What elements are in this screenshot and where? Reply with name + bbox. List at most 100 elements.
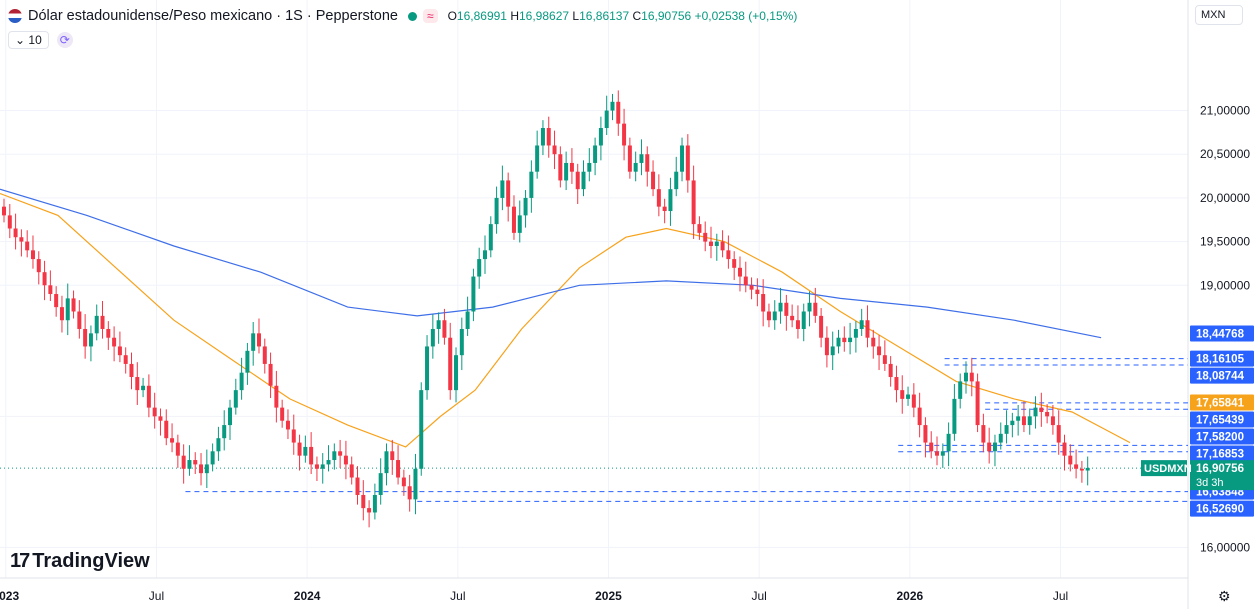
candle-body [175, 442, 180, 456]
candle-body [720, 241, 725, 251]
level-tag-label: 17,65841 [1196, 398, 1245, 410]
candle-body [987, 442, 992, 452]
candle-body [923, 425, 928, 443]
candle-body [511, 206, 516, 233]
candle-body [830, 346, 835, 356]
symbol-badge-label: USDMXN [1144, 463, 1192, 475]
candle-body [836, 337, 841, 347]
candle-body [958, 381, 963, 399]
close-label: C [632, 9, 642, 23]
candle-body [824, 337, 829, 356]
candle-body [935, 451, 940, 456]
settings-gear-icon[interactable]: ⚙ [1218, 588, 1231, 604]
moving-average-fast-line [0, 192, 1131, 448]
indicator-toggle[interactable]: ⌄ 10 [8, 31, 49, 49]
refresh-icon[interactable]: ⟳ [56, 32, 73, 48]
candle-body [228, 407, 233, 426]
candle-body [1062, 442, 1067, 456]
candle-body [419, 390, 424, 469]
open-value: 16,86991 [456, 9, 507, 23]
candle-body [593, 145, 598, 163]
candle-body [488, 224, 493, 251]
high-label: H [510, 9, 519, 23]
candle-body [355, 477, 360, 495]
candle-body [390, 451, 395, 461]
time-tick-label: 2025 [595, 589, 622, 603]
level-tag [1190, 445, 1254, 462]
change-value: +0,02538 (+0,15%) [694, 9, 798, 23]
candle-body [604, 110, 609, 129]
candle-body [100, 315, 105, 329]
candle-body [436, 320, 441, 329]
candle-body [256, 333, 261, 347]
candle-body [187, 460, 192, 469]
candle-body [952, 398, 957, 434]
candle-body [117, 346, 122, 356]
moving-average-slow-line [0, 188, 1102, 339]
candle-body [1056, 425, 1061, 443]
candle-body [239, 372, 244, 391]
candle-body [540, 128, 545, 146]
candle-body [274, 385, 279, 408]
wave-icon[interactable]: ≈ [422, 9, 438, 23]
high-value: 16,98627 [519, 9, 570, 23]
candle-body [616, 101, 621, 124]
candle-body [94, 315, 99, 334]
candle-body [442, 320, 447, 338]
candle-body [401, 477, 406, 487]
candle-body [732, 259, 737, 268]
candle-body [1050, 416, 1055, 426]
low-value: 16,86137 [579, 9, 630, 23]
time-tick-label: 2026 [896, 589, 923, 603]
candle-body [378, 473, 383, 495]
candle-body [680, 145, 685, 172]
candle-body [372, 494, 377, 513]
candle-body [674, 171, 679, 190]
moving-averages [0, 188, 1131, 448]
price-tick-label: 19,00000 [1200, 278, 1250, 292]
candle-body [587, 162, 592, 172]
candle-body [598, 128, 603, 146]
logo-text: TradingView [32, 550, 150, 572]
candle-body [396, 460, 401, 478]
candle-body [645, 154, 650, 172]
low-label: L [572, 9, 580, 23]
last-price-tag [1190, 460, 1254, 491]
candle-body [865, 320, 870, 338]
candle-body [30, 250, 35, 260]
candle-body [807, 302, 812, 312]
horizontal-levels [0, 358, 1188, 502]
last-price-value: 16,90756 [1196, 463, 1244, 475]
tradingview-logo[interactable]: 17 TradingView [10, 550, 150, 573]
candle-body [285, 420, 290, 430]
candle-body [251, 333, 256, 351]
candle-body [332, 451, 337, 461]
symbol-title[interactable]: Dólar estadounidense/Peso mexicano · 1S … [28, 8, 398, 24]
candle-body [842, 337, 847, 343]
candle-body [152, 407, 157, 417]
candle-body [146, 385, 151, 408]
level-tag-label: 17,65439 [1196, 415, 1244, 427]
candle-body [430, 328, 435, 347]
candle-body [1004, 425, 1009, 434]
candle-body [755, 289, 760, 295]
chart-header: Dólar estadounidense/Peso mexicano · 1S … [8, 6, 797, 26]
candle-body [743, 276, 748, 286]
candle-body [917, 407, 922, 426]
level-tag [1190, 367, 1254, 384]
candle-body [1039, 407, 1044, 412]
indicator-count: 10 [28, 33, 42, 47]
symbol-badge [1141, 460, 1187, 477]
level-tag [1190, 411, 1254, 428]
candle-body [477, 259, 482, 277]
candle-body [1085, 467, 1090, 471]
currency-selector[interactable]: MXN [1195, 5, 1243, 25]
candle-body [193, 460, 198, 465]
time-axis[interactable]: 2023 Jul 2024 Jul 2025 Jul 2026 Jul [0, 589, 1068, 603]
candle-body [297, 442, 302, 456]
candle-body [1045, 411, 1050, 417]
candle-body [906, 394, 911, 399]
candle-body [367, 508, 372, 513]
candle-body [772, 311, 777, 321]
